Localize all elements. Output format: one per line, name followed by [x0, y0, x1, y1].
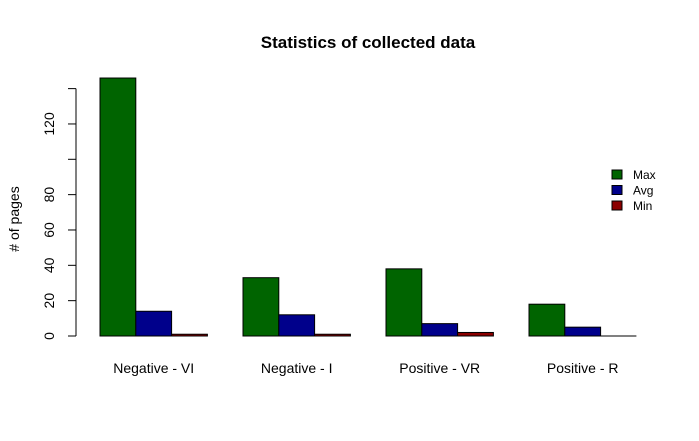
y-tick-label: 0	[41, 332, 57, 340]
category-label: Negative - I	[261, 360, 333, 376]
bar-min-0	[171, 333, 208, 337]
bar-min-1	[314, 333, 351, 337]
y-tick-label: 80	[41, 187, 57, 203]
category-label: Positive - VR	[399, 360, 480, 376]
bar-avg-1	[278, 314, 316, 337]
legend-label-min: Min	[633, 199, 652, 213]
legend-swatch-min	[611, 200, 623, 211]
legend-swatch-avg	[611, 185, 623, 195]
y-tick-label: 60	[41, 222, 57, 238]
y-tick-label: 20	[41, 293, 57, 309]
legend-label-max: Max	[633, 168, 656, 182]
category-label: Negative - VI	[113, 360, 194, 376]
category-label: Positive - R	[547, 360, 619, 376]
bar-max-3	[528, 303, 566, 337]
bar-avg-2	[421, 323, 459, 337]
y-axis: 0 20 40 60 80 120	[41, 88, 77, 340]
bar-max-2	[385, 268, 423, 337]
legend-label-avg: Avg	[633, 184, 653, 198]
y-tick-label: 120	[41, 112, 57, 136]
chart-title: Statistics of collected data	[261, 33, 476, 52]
bar-min-2	[457, 331, 494, 337]
category-labels: Negative - VI Negative - I Positive - VR Po…	[113, 360, 618, 376]
legend-swatch-max	[611, 169, 623, 180]
y-tick-label: 40	[41, 257, 57, 273]
bar-max-1	[242, 277, 280, 337]
bar-max-0	[99, 77, 137, 337]
y-axis-label: # of pages	[6, 186, 22, 251]
bar-avg-3	[564, 326, 602, 337]
bar-avg-0	[135, 310, 173, 337]
bars	[99, 77, 637, 337]
